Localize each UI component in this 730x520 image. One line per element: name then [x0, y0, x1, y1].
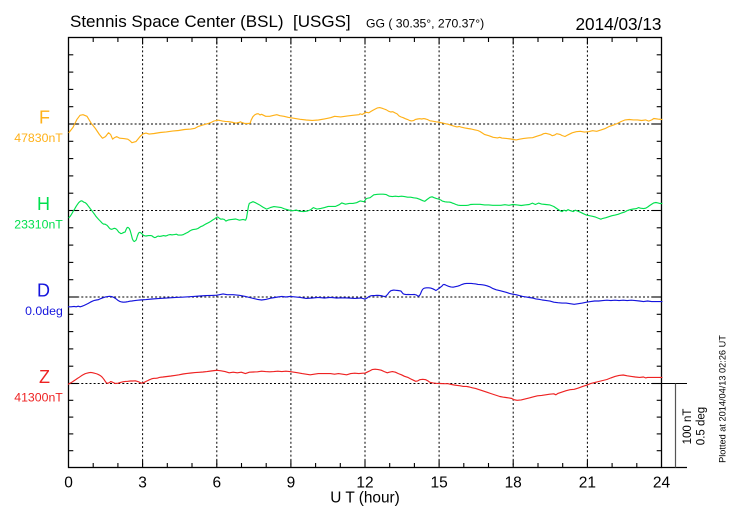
svg-text:0.0deg: 0.0deg: [25, 304, 63, 318]
svg-text:0.5 deg: 0.5 deg: [695, 407, 707, 445]
svg-text:H: H: [37, 194, 50, 214]
svg-text:GG ( 30.35°, 270.37°): GG ( 30.35°, 270.37°): [366, 17, 484, 31]
svg-text:Z: Z: [39, 367, 50, 387]
svg-text:0: 0: [64, 475, 73, 492]
svg-text:23310nT: 23310nT: [14, 217, 63, 231]
svg-text:D: D: [37, 281, 50, 301]
svg-text:9: 9: [287, 475, 296, 492]
svg-text:47830nT: 47830nT: [14, 131, 63, 145]
svg-text:41300nT: 41300nT: [14, 390, 63, 404]
svg-text:Stennis Space Center (BSL) [U: Stennis Space Center (BSL) [USGS]: [70, 12, 351, 31]
svg-text:24: 24: [653, 475, 671, 492]
svg-text:3: 3: [138, 475, 147, 492]
svg-text:F: F: [39, 108, 50, 128]
svg-text:2014/03/13: 2014/03/13: [575, 14, 661, 34]
svg-text:15: 15: [430, 475, 447, 492]
svg-text:21: 21: [579, 475, 596, 492]
svg-text:12: 12: [356, 475, 373, 492]
svg-text:18: 18: [505, 475, 522, 492]
svg-text:6: 6: [212, 475, 221, 492]
svg-text:100 nT: 100 nT: [682, 409, 694, 445]
svg-text:U T (hour): U T (hour): [330, 490, 400, 507]
svg-text:Plotted at 2014/04/13 02:26 UT: Plotted at 2014/04/13 02:26 UT: [718, 335, 728, 463]
